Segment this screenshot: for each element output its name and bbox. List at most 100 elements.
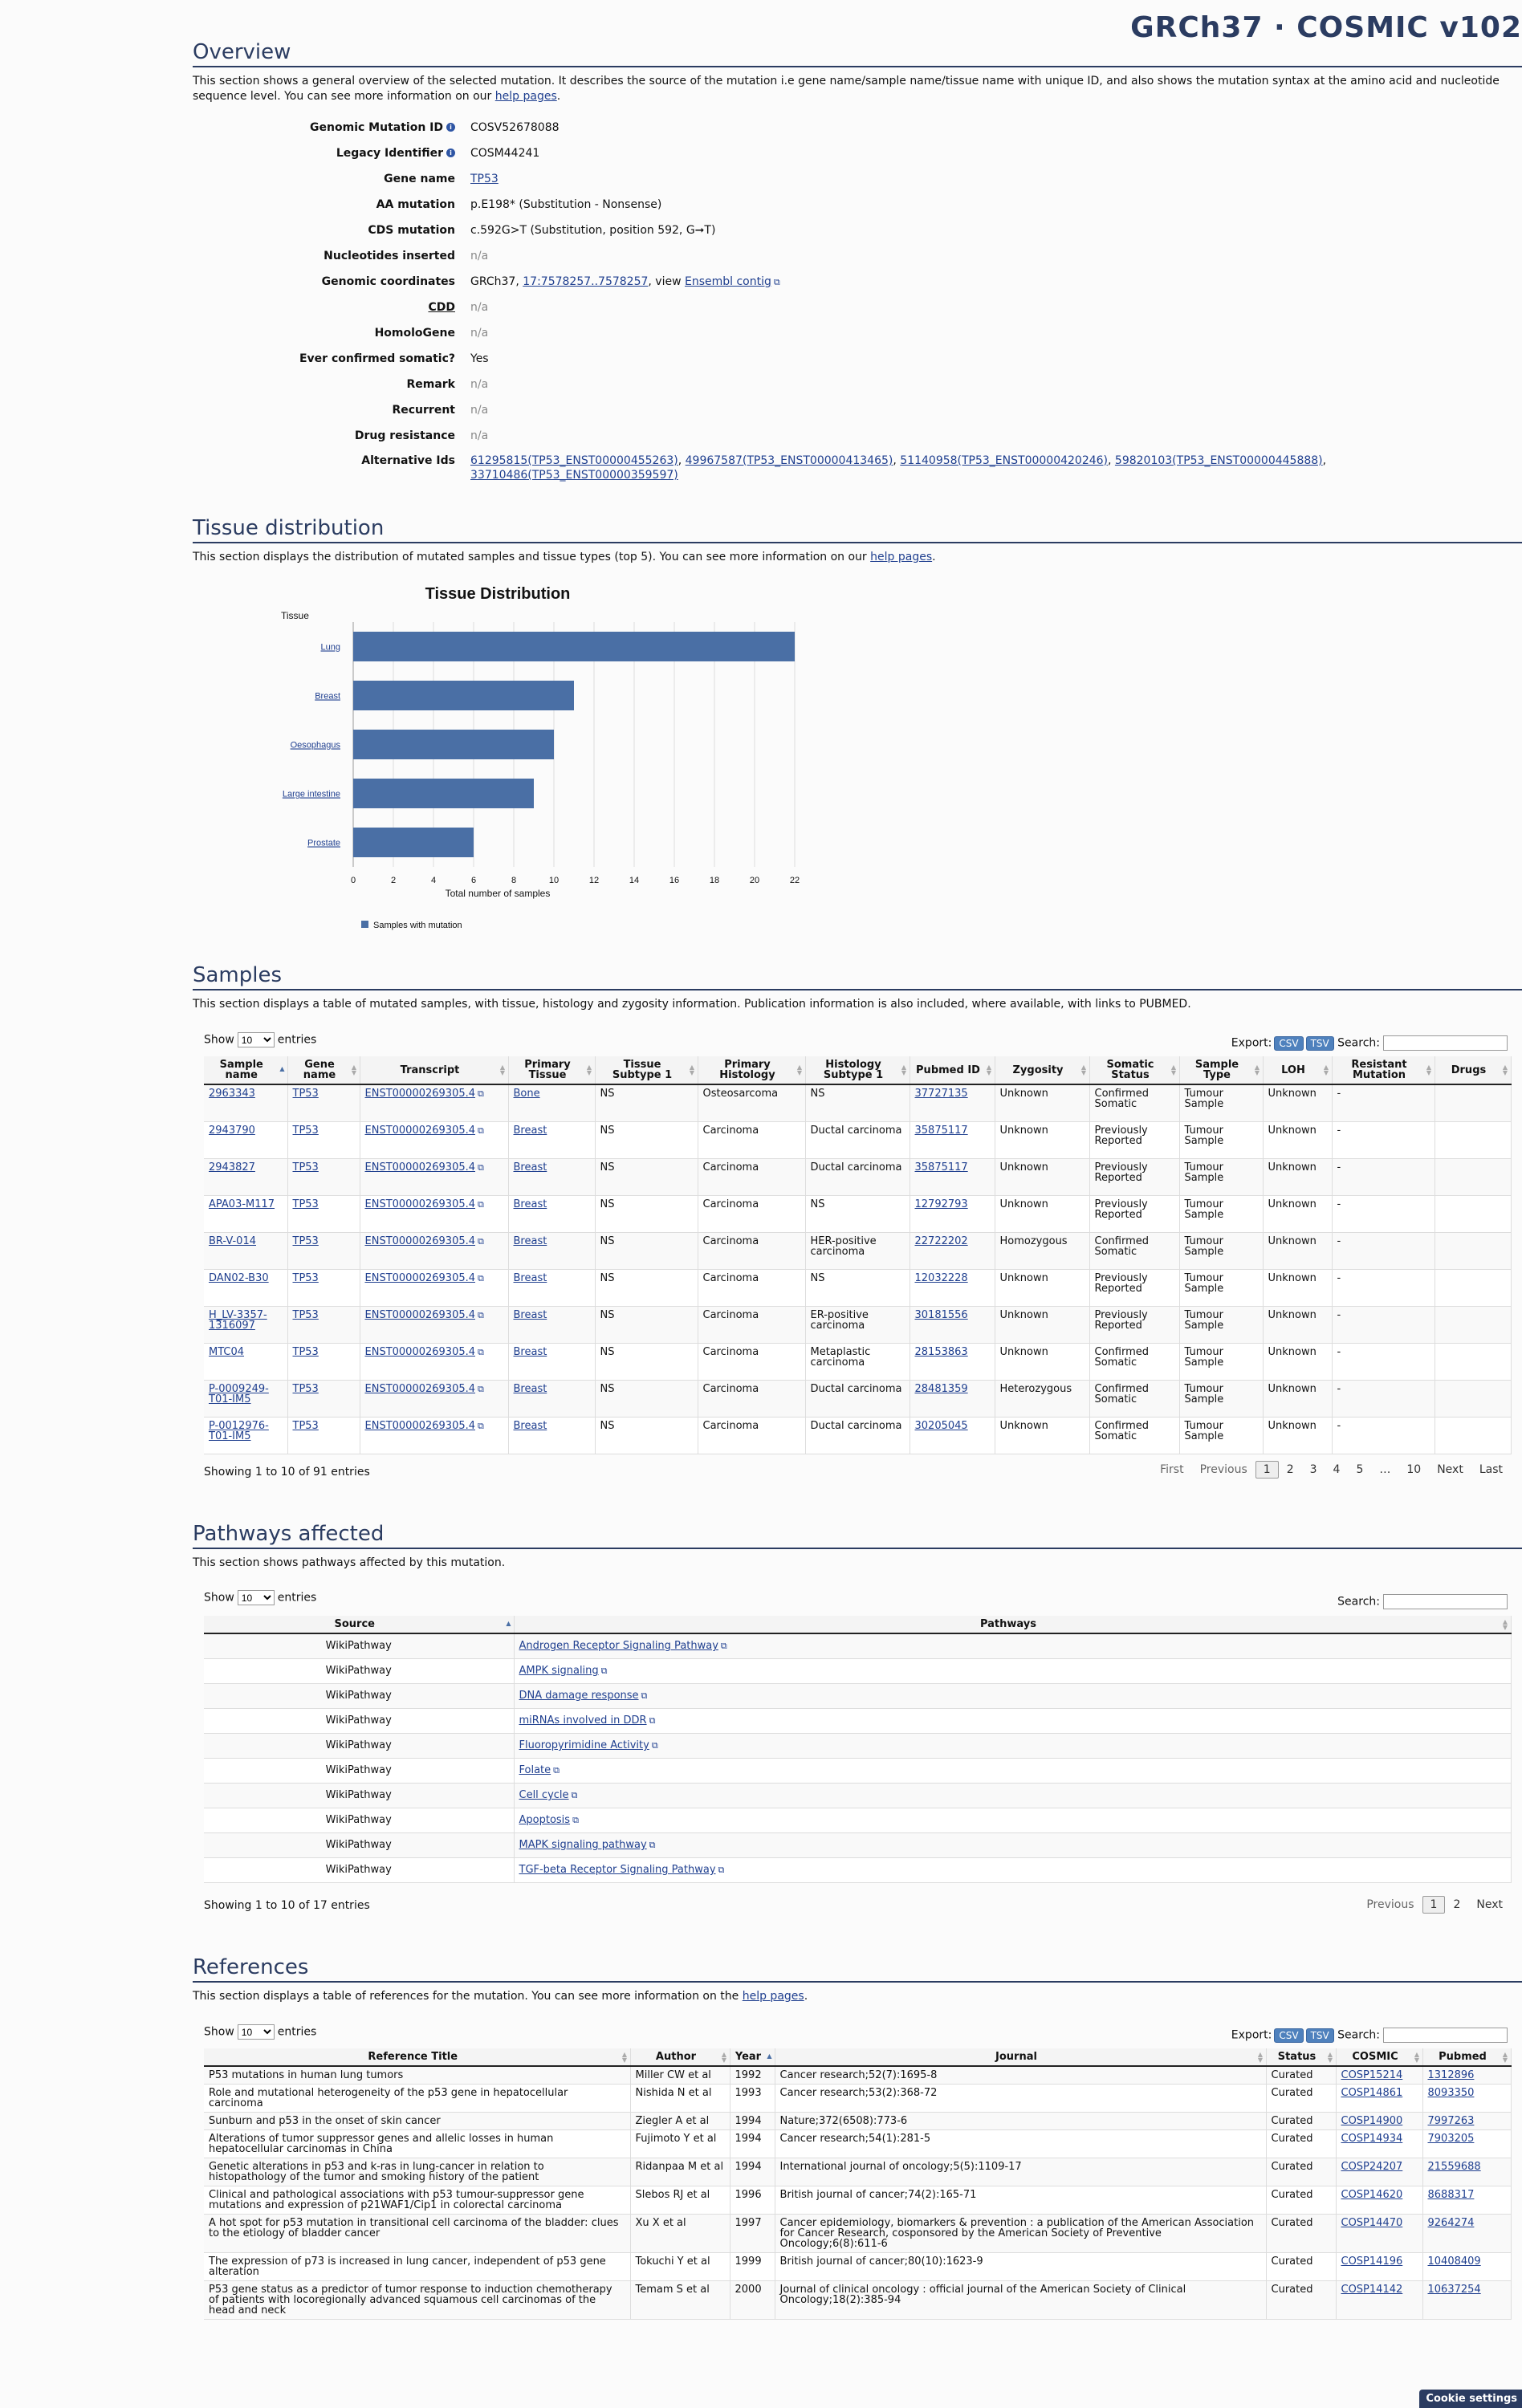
cell-link[interactable]: 22722202	[914, 1235, 968, 1247]
cell-link[interactable]: 2943827	[209, 1161, 255, 1173]
pathways-length-select[interactable]: 10	[237, 1590, 275, 1605]
cell-link[interactable]: 35875117	[914, 1161, 968, 1173]
cell-link[interactable]: Breast	[513, 1308, 547, 1321]
pathway-link[interactable]: Fluoropyrimidine Activity	[519, 1739, 649, 1751]
cell-link[interactable]: TP53	[292, 1271, 319, 1284]
cell-link[interactable]: 35875117	[914, 1124, 968, 1137]
pathway-link[interactable]: MAPK signaling pathway	[519, 1839, 647, 1851]
references-header-journal[interactable]: Journal ▲▼	[775, 2048, 1267, 2067]
samples-search-input[interactable]	[1383, 1035, 1508, 1051]
references-csv-button[interactable]: CSV	[1274, 2028, 1304, 2043]
info-icon[interactable]: i	[446, 148, 455, 157]
cell-link[interactable]: 7903205	[1427, 2133, 1475, 2145]
cell-link[interactable]: ENST00000269305.4	[364, 1235, 476, 1247]
cell-link[interactable]: 37727135	[914, 1088, 968, 1100]
cell-link[interactable]: Bone	[513, 1088, 540, 1100]
tissue-link-oesophagus[interactable]: Oesophagus	[291, 741, 341, 750]
samples-header-somatic-status[interactable]: Somatic Status ▲▼	[1089, 1056, 1180, 1085]
references-length-select[interactable]: 10	[237, 2024, 275, 2040]
tissue-link-large-intestine[interactable]: Large intestine	[283, 790, 340, 799]
cell-link[interactable]: Breast	[513, 1382, 547, 1395]
pathway-link[interactable]: miRNAs involved in DDR	[519, 1714, 647, 1727]
pathway-link[interactable]: Apoptosis	[519, 1814, 571, 1826]
alternative-id-link[interactable]: 33710486(TP53_ENST00000359597)	[470, 469, 678, 482]
cell-link[interactable]: COSP14861	[1341, 2087, 1403, 2099]
pathway-link[interactable]: Folate	[519, 1764, 551, 1776]
gene-link[interactable]: TP53	[470, 173, 499, 185]
cell-link[interactable]: TP53	[292, 1419, 319, 1432]
references-header-author[interactable]: Author ▲▼	[630, 2048, 730, 2067]
references-search-input[interactable]	[1383, 2028, 1508, 2043]
cell-link[interactable]: Breast	[513, 1419, 547, 1432]
cell-link[interactable]: COSP15214	[1341, 2069, 1403, 2081]
cell-link[interactable]: 8093350	[1427, 2087, 1475, 2099]
tissue-link-prostate[interactable]: Prostate	[307, 839, 340, 848]
pathways-header-pathways[interactable]: Pathways ▲▼	[514, 1616, 1512, 1634]
cell-link[interactable]: 12792793	[914, 1198, 968, 1210]
cell-link[interactable]: ENST00000269305.4	[364, 1308, 476, 1321]
info-icon[interactable]: i	[446, 123, 455, 132]
ensembl-contig-link[interactable]: Ensembl contig	[684, 275, 771, 288]
cell-link[interactable]: Breast	[513, 1161, 547, 1173]
tissue-link-lung[interactable]: Lung	[321, 643, 340, 653]
cell-link[interactable]: 9264274	[1427, 2217, 1475, 2229]
cell-link[interactable]: ENST00000269305.4	[364, 1124, 476, 1137]
samples-header-primary-tissue[interactable]: Primary Tissue ▲▼	[508, 1056, 596, 1085]
tissue-link-breast[interactable]: Breast	[315, 692, 340, 702]
pathway-link[interactable]: DNA damage response	[519, 1690, 639, 1702]
samples-header-zygosity[interactable]: Zygosity ▲▼	[995, 1056, 1090, 1085]
cell-link[interactable]: Breast	[513, 1198, 547, 1210]
references-header-status[interactable]: Status ▲▼	[1266, 2048, 1337, 2067]
pathway-link[interactable]: AMPK signaling	[519, 1665, 599, 1677]
cell-link[interactable]: COSP14900	[1341, 2115, 1403, 2127]
cell-link[interactable]: ENST00000269305.4	[364, 1161, 476, 1173]
references-header-reference-title[interactable]: Reference Title ▲▼	[204, 2048, 631, 2067]
samples-header-tissue-subtype-1[interactable]: Tissue Subtype 1 ▲▼	[595, 1056, 698, 1085]
cell-link[interactable]: APA03-M117	[209, 1198, 275, 1210]
page-10[interactable]: 10	[1406, 1463, 1422, 1476]
page-1[interactable]: 1	[1255, 1461, 1279, 1479]
cell-link[interactable]: TP53	[292, 1382, 319, 1395]
alternative-id-link[interactable]: 51140958(TP53_ENST00000420246)	[900, 454, 1109, 467]
cell-link[interactable]: COSP14620	[1341, 2189, 1403, 2201]
cell-link[interactable]: TP53	[292, 1088, 319, 1100]
pathways-search-input[interactable]	[1383, 1594, 1508, 1609]
cell-link[interactable]: TP53	[292, 1345, 319, 1358]
cell-link[interactable]: ENST00000269305.4	[364, 1198, 476, 1210]
cell-link[interactable]: DAN02-B30	[209, 1271, 269, 1284]
cell-link[interactable]: 10637254	[1427, 2284, 1481, 2296]
cell-link[interactable]: ENST00000269305.4	[364, 1271, 476, 1284]
samples-header-drugs[interactable]: Drugs ▲▼	[1435, 1056, 1512, 1085]
samples-header-pubmed-id[interactable]: Pubmed ID ▲▼	[910, 1056, 995, 1085]
cell-link[interactable]: TP53	[292, 1308, 319, 1321]
page-previous[interactable]: Previous	[1199, 1463, 1247, 1476]
cookie-settings-button[interactable]: Cookie settings	[1419, 2390, 1522, 2408]
page-5[interactable]: 5	[1356, 1463, 1364, 1476]
cell-link[interactable]: COSP14196	[1341, 2255, 1403, 2268]
cell-link[interactable]: 21559688	[1427, 2161, 1481, 2173]
samples-length-select[interactable]: 10	[237, 1032, 275, 1047]
overview-help-link[interactable]: help pages	[494, 90, 557, 103]
cell-link[interactable]: 28153863	[914, 1345, 968, 1358]
tissue-help-link[interactable]: help pages	[870, 551, 933, 563]
cell-link[interactable]: ENST00000269305.4	[364, 1345, 476, 1358]
cell-link[interactable]: Breast	[513, 1345, 547, 1358]
page-4[interactable]: 4	[1333, 1463, 1341, 1476]
cell-link[interactable]: 8688317	[1427, 2189, 1475, 2201]
pathway-link[interactable]: TGF-beta Receptor Signaling Pathway	[519, 1864, 716, 1876]
page-3[interactable]: 3	[1309, 1463, 1317, 1476]
page-2[interactable]: 2	[1286, 1463, 1294, 1476]
references-tsv-button[interactable]: TSV	[1305, 2028, 1334, 2043]
pathway-link[interactable]: Androgen Receptor Signaling Pathway	[519, 1640, 718, 1653]
samples-header-histology-subtype-1[interactable]: Histology Subtype 1 ▲▼	[805, 1056, 910, 1085]
page-next[interactable]: Next	[1476, 1898, 1503, 1911]
cell-link[interactable]: H_LV-3357-1316097	[209, 1308, 267, 1332]
cell-link[interactable]: Breast	[513, 1271, 547, 1284]
cell-link[interactable]: COSP24207	[1341, 2161, 1403, 2173]
cell-link[interactable]: 12032228	[914, 1271, 968, 1284]
cell-link[interactable]: 30205045	[914, 1419, 968, 1432]
cell-link[interactable]: 28481359	[914, 1382, 968, 1395]
references-help-link[interactable]: help pages	[742, 1990, 804, 2003]
cell-link[interactable]: COSP14934	[1341, 2133, 1403, 2145]
cell-link[interactable]: TP53	[292, 1161, 319, 1173]
